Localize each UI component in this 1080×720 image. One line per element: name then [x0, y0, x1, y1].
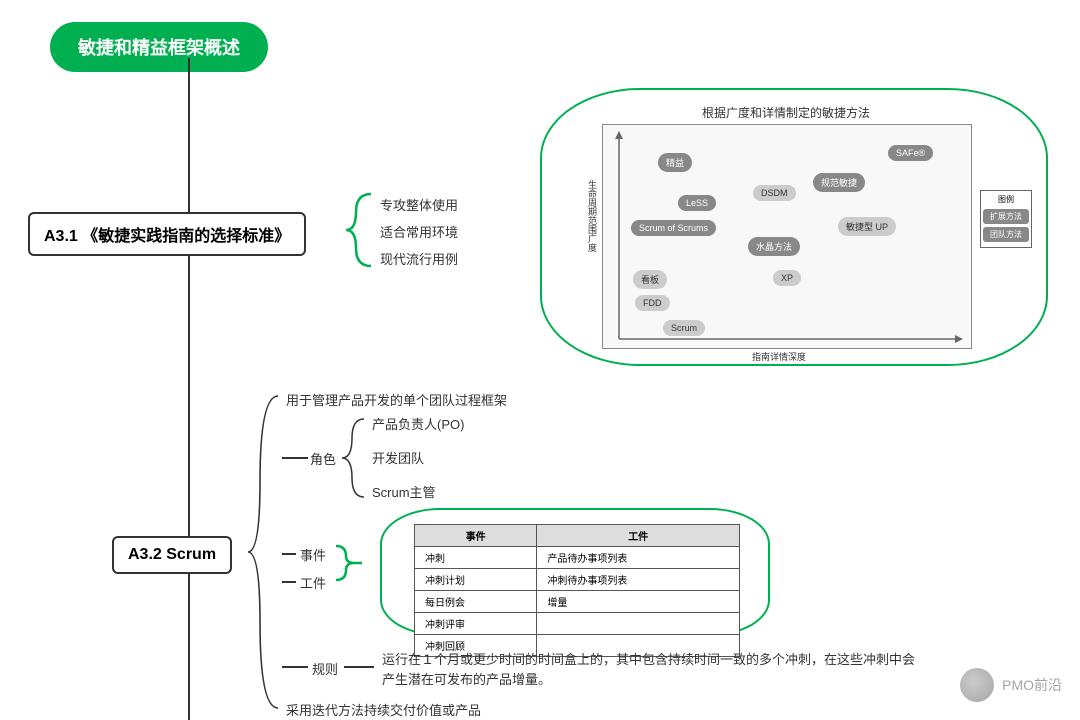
- table-row: 冲刺评审: [415, 613, 740, 635]
- chart-node-7: 敏捷型 UP: [838, 217, 896, 236]
- rule-text: 运行在１个月或更少时间的时间盒上的，其中包含持续时间一致的多个冲刺，在这些冲刺中…: [382, 650, 922, 689]
- branch2-intro: 用于管理产品开发的单个团队过程框架: [286, 390, 507, 409]
- table-cell: 冲刺计划: [415, 569, 537, 591]
- branch2-label: A3.2 Scrum: [128, 546, 216, 563]
- chart-y-axis-label: 生命周期范围广度: [586, 180, 599, 252]
- table-cell: 冲刺评审: [415, 613, 537, 635]
- chart-node-10: FDD: [635, 295, 670, 311]
- events-artifacts-table: 事件 工件 冲刺产品待办事项列表冲刺计划冲刺待办事项列表每日例会增量冲刺评审冲刺…: [414, 524, 740, 657]
- branch2-box: A3.2 Scrum: [112, 536, 232, 574]
- branch1-box: A3.1 《敏捷实践指南的选择标准》: [28, 212, 306, 256]
- branch1-sub-1: 适合常用环境: [380, 222, 458, 241]
- role-2: Scrum主管: [372, 482, 436, 501]
- role-1: 开发团队: [372, 448, 424, 467]
- table-cell: [537, 613, 740, 635]
- artifact-label: 工件: [300, 573, 326, 592]
- root-title-node: 敏捷和精益框架概述: [50, 22, 268, 72]
- chart-node-11: Scrum: [663, 320, 705, 336]
- chart-node-6: 水晶方法: [748, 237, 800, 256]
- rule-connector2: [344, 666, 374, 668]
- branch1-label: A3.1 《敏捷实践指南的选择标准》: [44, 228, 290, 245]
- chart-node-8: XP: [773, 270, 801, 286]
- role-connector: [282, 457, 308, 459]
- chart-node-5: SAFe®: [888, 145, 933, 161]
- tbl-h1: 工件: [537, 525, 740, 547]
- branch1-sub-2: 现代流行用例: [380, 249, 458, 268]
- role-0: 产品负责人(PO): [372, 414, 464, 433]
- event-connector: [282, 553, 296, 555]
- chart-node-9: 看板: [633, 270, 667, 289]
- branch1-sub-0: 专攻整体使用: [380, 195, 458, 214]
- branch2-table-panel: 事件 工件 冲刺产品待办事项列表冲刺计划冲刺待办事项列表每日例会增量冲刺评审冲刺…: [380, 508, 770, 636]
- chart-node-2: Scrum of Scrums: [631, 220, 716, 236]
- branch2-main-bracket: [248, 392, 282, 712]
- artifact-connector: [282, 581, 296, 583]
- legend-item-0: 扩展方法: [983, 209, 1029, 224]
- chart-node-1: LeSS: [678, 195, 716, 211]
- legend-item-1: 团队方法: [983, 227, 1029, 242]
- table-cell: 产品待办事项列表: [537, 547, 740, 569]
- branch2-role-label: 角色: [310, 449, 336, 468]
- table-cell: 冲刺待办事项列表: [537, 569, 740, 591]
- watermark-icon: [960, 668, 994, 702]
- table-cell: 每日例会: [415, 591, 537, 613]
- table-row: 每日例会增量: [415, 591, 740, 613]
- tbl-h0: 事件: [415, 525, 537, 547]
- branch2-footer: 采用迭代方法持续交付价值或产品: [286, 700, 481, 719]
- rule-label: 规则: [312, 659, 338, 678]
- chart-x-axis-label: 指南详情深度: [752, 350, 806, 363]
- chart-node-0: 精益: [658, 153, 692, 172]
- table-cell: 增量: [537, 591, 740, 613]
- branch1-chart-panel: 根据广度和详情制定的敏捷方法 精益 LeSS Scrum of Scrums DSDM…: [540, 88, 1048, 366]
- branch1-bracket: [346, 192, 376, 268]
- table-row: 冲刺产品待办事项列表: [415, 547, 740, 569]
- chart-plot-area: 精益 LeSS Scrum of Scrums DSDM 规范敏捷 SAFe® 水晶方法 敏捷…: [602, 124, 972, 349]
- chart-title: 根据广度和详情制定的敏捷方法: [702, 104, 870, 121]
- legend-title: 图例: [983, 193, 1029, 206]
- watermark: PMO前沿: [960, 668, 1062, 702]
- main-trunk-line: [188, 58, 190, 720]
- chart-legend: 图例 扩展方法 团队方法: [980, 190, 1032, 248]
- table-cell: 冲刺: [415, 547, 537, 569]
- chart-node-3: DSDM: [753, 185, 796, 201]
- chart-node-4: 规范敏捷: [813, 173, 865, 192]
- watermark-text: PMO前沿: [1002, 675, 1062, 695]
- roles-bracket: [342, 416, 368, 500]
- table-row: 冲刺计划冲刺待办事项列表: [415, 569, 740, 591]
- rule-connector: [282, 666, 308, 668]
- event-artifact-bracket: [336, 532, 366, 594]
- event-label: 事件: [300, 545, 326, 564]
